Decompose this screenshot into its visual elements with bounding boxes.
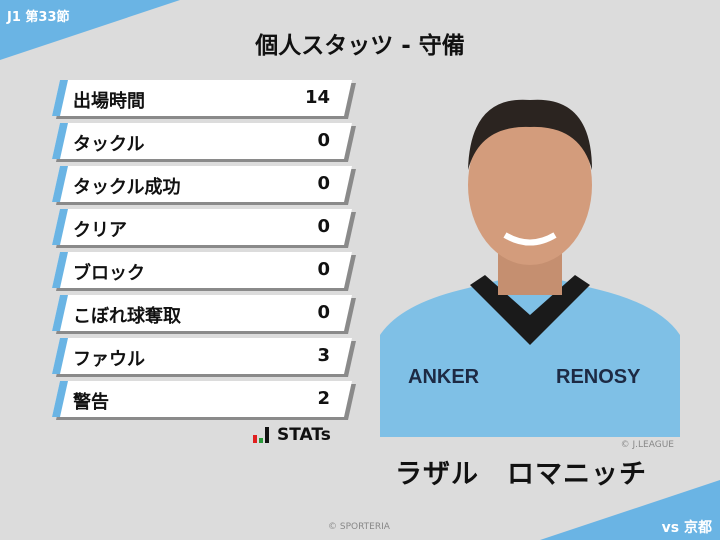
row-background xyxy=(52,123,352,159)
stat-row: タックル 0 xyxy=(52,123,352,159)
stat-value: 0 xyxy=(317,259,330,280)
stat-value: 2 xyxy=(317,388,330,409)
page-title: 個人スタッツ - 守備 xyxy=(255,33,465,59)
stat-label: タックル成功 xyxy=(73,177,181,198)
sponsor-anker: ANKER xyxy=(408,366,480,388)
stat-label: ファウル xyxy=(73,349,145,370)
bar-chart-icon xyxy=(253,427,269,443)
row-background xyxy=(52,252,352,288)
row-background xyxy=(52,381,352,417)
stat-row: 出場時間 14 xyxy=(52,80,352,116)
row-background xyxy=(52,166,352,202)
stat-row: 警告 2 xyxy=(52,381,352,417)
photo-credit: © J.LEAGUE xyxy=(620,440,674,450)
stats-logo-text: STATs xyxy=(277,425,331,445)
stat-label: こぼれ球奪取 xyxy=(73,306,181,327)
opponent-label: vs 京都 xyxy=(661,520,712,536)
stat-row: クリア 0 xyxy=(52,209,352,245)
row-background xyxy=(52,209,352,245)
stat-value: 0 xyxy=(317,173,330,194)
round-label: J1 第33節 xyxy=(7,10,70,25)
player-name: ラザル ロマニッチ xyxy=(395,459,647,490)
row-background xyxy=(52,338,352,374)
stat-value: 0 xyxy=(317,302,330,323)
copyright: © SPORTERIA xyxy=(328,522,390,532)
row-background xyxy=(52,295,352,331)
stat-value: 14 xyxy=(304,87,330,108)
stat-value: 0 xyxy=(317,216,330,237)
stat-row: こぼれ球奪取 0 xyxy=(52,295,352,331)
stat-label: タックル xyxy=(73,134,145,155)
row-background xyxy=(52,80,352,116)
sponsor-renosy: RENOSY xyxy=(556,366,641,388)
stat-value: 3 xyxy=(317,345,330,366)
stat-label: 警告 xyxy=(73,392,109,413)
stat-label: ブロック xyxy=(73,263,145,284)
stat-row: タックル成功 0 xyxy=(52,166,352,202)
stats-logo: STATs xyxy=(253,425,331,445)
stat-label: クリア xyxy=(73,220,127,241)
stat-row: ブロック 0 xyxy=(52,252,352,288)
stat-value: 0 xyxy=(317,130,330,151)
stat-label: 出場時間 xyxy=(73,91,145,112)
stat-row: ファウル 3 xyxy=(52,338,352,374)
player-photo: ANKER RENOSY xyxy=(380,75,680,437)
